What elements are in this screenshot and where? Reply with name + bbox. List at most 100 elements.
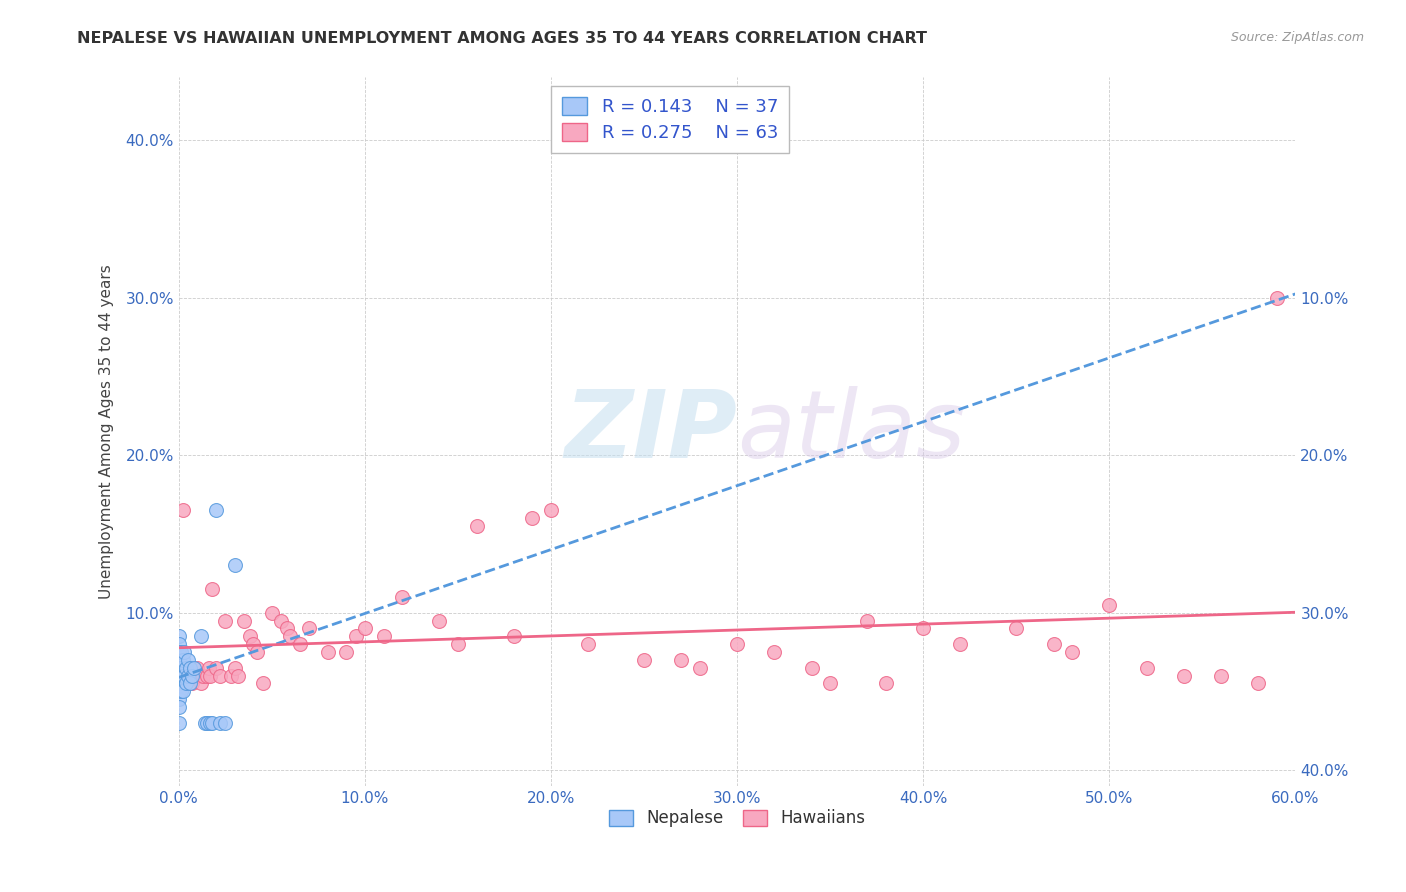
Point bbox=[522, 511, 544, 525]
Point bbox=[188, 668, 211, 682]
Point bbox=[167, 661, 190, 675]
Point bbox=[177, 653, 200, 667]
Point bbox=[912, 621, 935, 635]
Point bbox=[167, 637, 190, 651]
Point bbox=[1062, 645, 1084, 659]
Point bbox=[818, 676, 841, 690]
Point bbox=[205, 661, 228, 675]
Point bbox=[1173, 668, 1195, 682]
Point bbox=[252, 676, 274, 690]
Point bbox=[167, 629, 190, 643]
Point bbox=[170, 672, 193, 686]
Point bbox=[172, 653, 194, 667]
Point bbox=[219, 668, 242, 682]
Point bbox=[224, 558, 246, 573]
Point bbox=[179, 661, 201, 675]
Point bbox=[671, 653, 693, 667]
Point bbox=[949, 637, 972, 651]
Point bbox=[288, 637, 311, 651]
Point bbox=[1135, 661, 1157, 675]
Point bbox=[447, 637, 470, 651]
Point bbox=[502, 629, 524, 643]
Point bbox=[875, 676, 897, 690]
Point bbox=[179, 668, 201, 682]
Point bbox=[186, 661, 208, 675]
Point bbox=[172, 684, 194, 698]
Point bbox=[224, 661, 246, 675]
Point bbox=[856, 614, 879, 628]
Point bbox=[1005, 621, 1028, 635]
Point bbox=[298, 621, 321, 635]
Point bbox=[633, 653, 655, 667]
Point bbox=[200, 715, 222, 730]
Point bbox=[167, 684, 190, 698]
Point bbox=[167, 700, 190, 714]
Point bbox=[174, 661, 197, 675]
Point bbox=[344, 629, 367, 643]
Point bbox=[242, 637, 264, 651]
Point bbox=[233, 614, 256, 628]
Point bbox=[191, 668, 214, 682]
Text: Source: ZipAtlas.com: Source: ZipAtlas.com bbox=[1230, 31, 1364, 45]
Text: atlas: atlas bbox=[737, 386, 966, 477]
Point bbox=[214, 715, 236, 730]
Point bbox=[335, 645, 357, 659]
Point bbox=[190, 676, 212, 690]
Point bbox=[200, 668, 222, 682]
Point bbox=[208, 668, 231, 682]
Point bbox=[763, 645, 786, 659]
Point bbox=[540, 503, 562, 517]
Point bbox=[465, 519, 488, 533]
Point bbox=[280, 629, 302, 643]
Point bbox=[270, 614, 292, 628]
Point bbox=[194, 715, 217, 730]
Point bbox=[238, 629, 260, 643]
Point bbox=[170, 645, 193, 659]
Point bbox=[183, 668, 205, 682]
Point bbox=[195, 715, 218, 730]
Point bbox=[174, 676, 197, 690]
Point bbox=[179, 676, 201, 690]
Point bbox=[800, 661, 823, 675]
Point bbox=[172, 668, 194, 682]
Point bbox=[173, 645, 195, 659]
Point bbox=[228, 668, 250, 682]
Point bbox=[167, 692, 190, 706]
Point bbox=[246, 645, 269, 659]
Point bbox=[373, 629, 395, 643]
Point bbox=[174, 661, 197, 675]
Point bbox=[170, 684, 193, 698]
Point bbox=[183, 661, 205, 675]
Point bbox=[180, 676, 202, 690]
Point bbox=[1247, 676, 1270, 690]
Point bbox=[167, 676, 190, 690]
Point bbox=[167, 653, 190, 667]
Text: NEPALESE VS HAWAIIAN UNEMPLOYMENT AMONG AGES 35 TO 44 YEARS CORRELATION CHART: NEPALESE VS HAWAIIAN UNEMPLOYMENT AMONG … bbox=[77, 31, 928, 46]
Point bbox=[725, 637, 748, 651]
Point bbox=[276, 621, 298, 635]
Point bbox=[197, 661, 219, 675]
Point bbox=[170, 661, 193, 675]
Point bbox=[354, 621, 377, 635]
Point bbox=[214, 614, 236, 628]
Point bbox=[201, 715, 224, 730]
Point bbox=[167, 668, 190, 682]
Point bbox=[208, 715, 231, 730]
Point bbox=[316, 645, 339, 659]
Point bbox=[201, 582, 224, 596]
Point bbox=[167, 715, 190, 730]
Point bbox=[689, 661, 711, 675]
Point bbox=[1209, 668, 1232, 682]
Point bbox=[1042, 637, 1064, 651]
Point bbox=[260, 606, 283, 620]
Point bbox=[1098, 598, 1121, 612]
Point bbox=[177, 668, 200, 682]
Point bbox=[1265, 291, 1288, 305]
Point bbox=[173, 668, 195, 682]
Point bbox=[180, 668, 202, 682]
Y-axis label: Unemployment Among Ages 35 to 44 years: Unemployment Among Ages 35 to 44 years bbox=[100, 264, 114, 599]
Point bbox=[167, 645, 190, 659]
Point bbox=[429, 614, 451, 628]
Point bbox=[205, 503, 228, 517]
Point bbox=[190, 629, 212, 643]
